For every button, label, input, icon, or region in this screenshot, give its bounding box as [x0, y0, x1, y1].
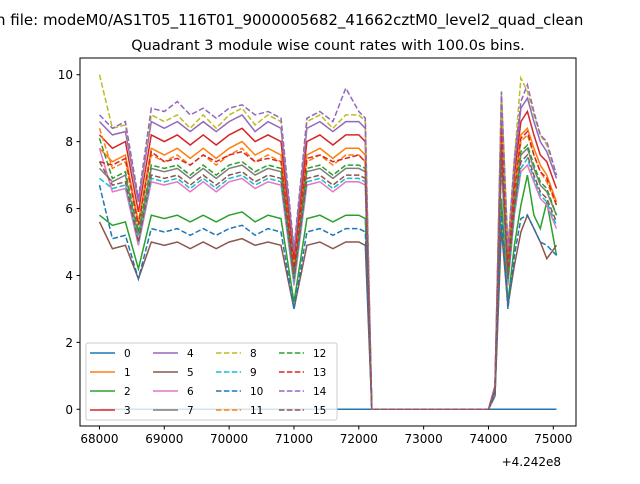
legend-label-4: 4	[187, 348, 194, 360]
series-line-4	[98, 96, 558, 411]
series-line-8	[98, 74, 558, 411]
plot-area-frame	[79, 57, 577, 427]
x-tick-label: 69000	[145, 432, 183, 446]
legend-label-13: 13	[313, 367, 326, 379]
series-line-6	[98, 148, 558, 411]
series-line-2	[99, 174, 558, 411]
legend-label-3: 3	[124, 405, 131, 417]
x-tick-label: 71000	[275, 432, 313, 446]
x-tick-label: 75000	[534, 432, 572, 446]
legend-label-14: 14	[313, 386, 327, 398]
y-tick-label: 4	[65, 269, 73, 283]
series-line-9	[99, 156, 558, 411]
y-tick-label: 10	[58, 68, 73, 82]
x-tick-label: 68000	[80, 432, 118, 446]
legend-label-9: 9	[250, 367, 257, 379]
series-line-5	[98, 213, 558, 411]
legend-label-8: 8	[250, 348, 257, 360]
x-tick-label: 74000	[469, 432, 507, 446]
x-tick-label: 70000	[210, 432, 248, 446]
legend-label-2: 2	[124, 386, 131, 398]
x-offset-label: +4.242e8	[502, 455, 561, 469]
figure-suptitle: n file: modeM0/AS1T05_116T01_9000005682_…	[0, 11, 583, 30]
series-line-13	[99, 130, 558, 411]
x-tick-label: 73000	[405, 432, 443, 446]
x-tick-label: 72000	[340, 432, 378, 446]
legend-label-10: 10	[250, 386, 263, 398]
legend-label-0: 0	[124, 348, 131, 360]
y-tick-label: 8	[65, 135, 73, 149]
chart-title: Quadrant 3 module wise count rates with …	[131, 38, 525, 54]
series-line-15	[98, 153, 558, 411]
legend-label-1: 1	[124, 367, 131, 379]
series-line-12	[98, 138, 558, 411]
series-line-14	[98, 82, 558, 411]
legend-label-7: 7	[187, 405, 194, 417]
legend-label-6: 6	[187, 386, 194, 398]
legend-box	[85, 342, 338, 421]
legend-label-15: 15	[313, 405, 326, 417]
legend-label-11: 11	[250, 405, 263, 417]
legend-label-5: 5	[187, 367, 194, 379]
y-tick-label: 0	[65, 403, 73, 417]
series-line-11	[98, 128, 558, 411]
y-tick-label: 6	[65, 202, 73, 216]
y-tick-label: 2	[65, 336, 73, 350]
series-line-10	[98, 184, 558, 411]
legend-label-12: 12	[313, 348, 326, 360]
series-line-3	[98, 109, 558, 411]
